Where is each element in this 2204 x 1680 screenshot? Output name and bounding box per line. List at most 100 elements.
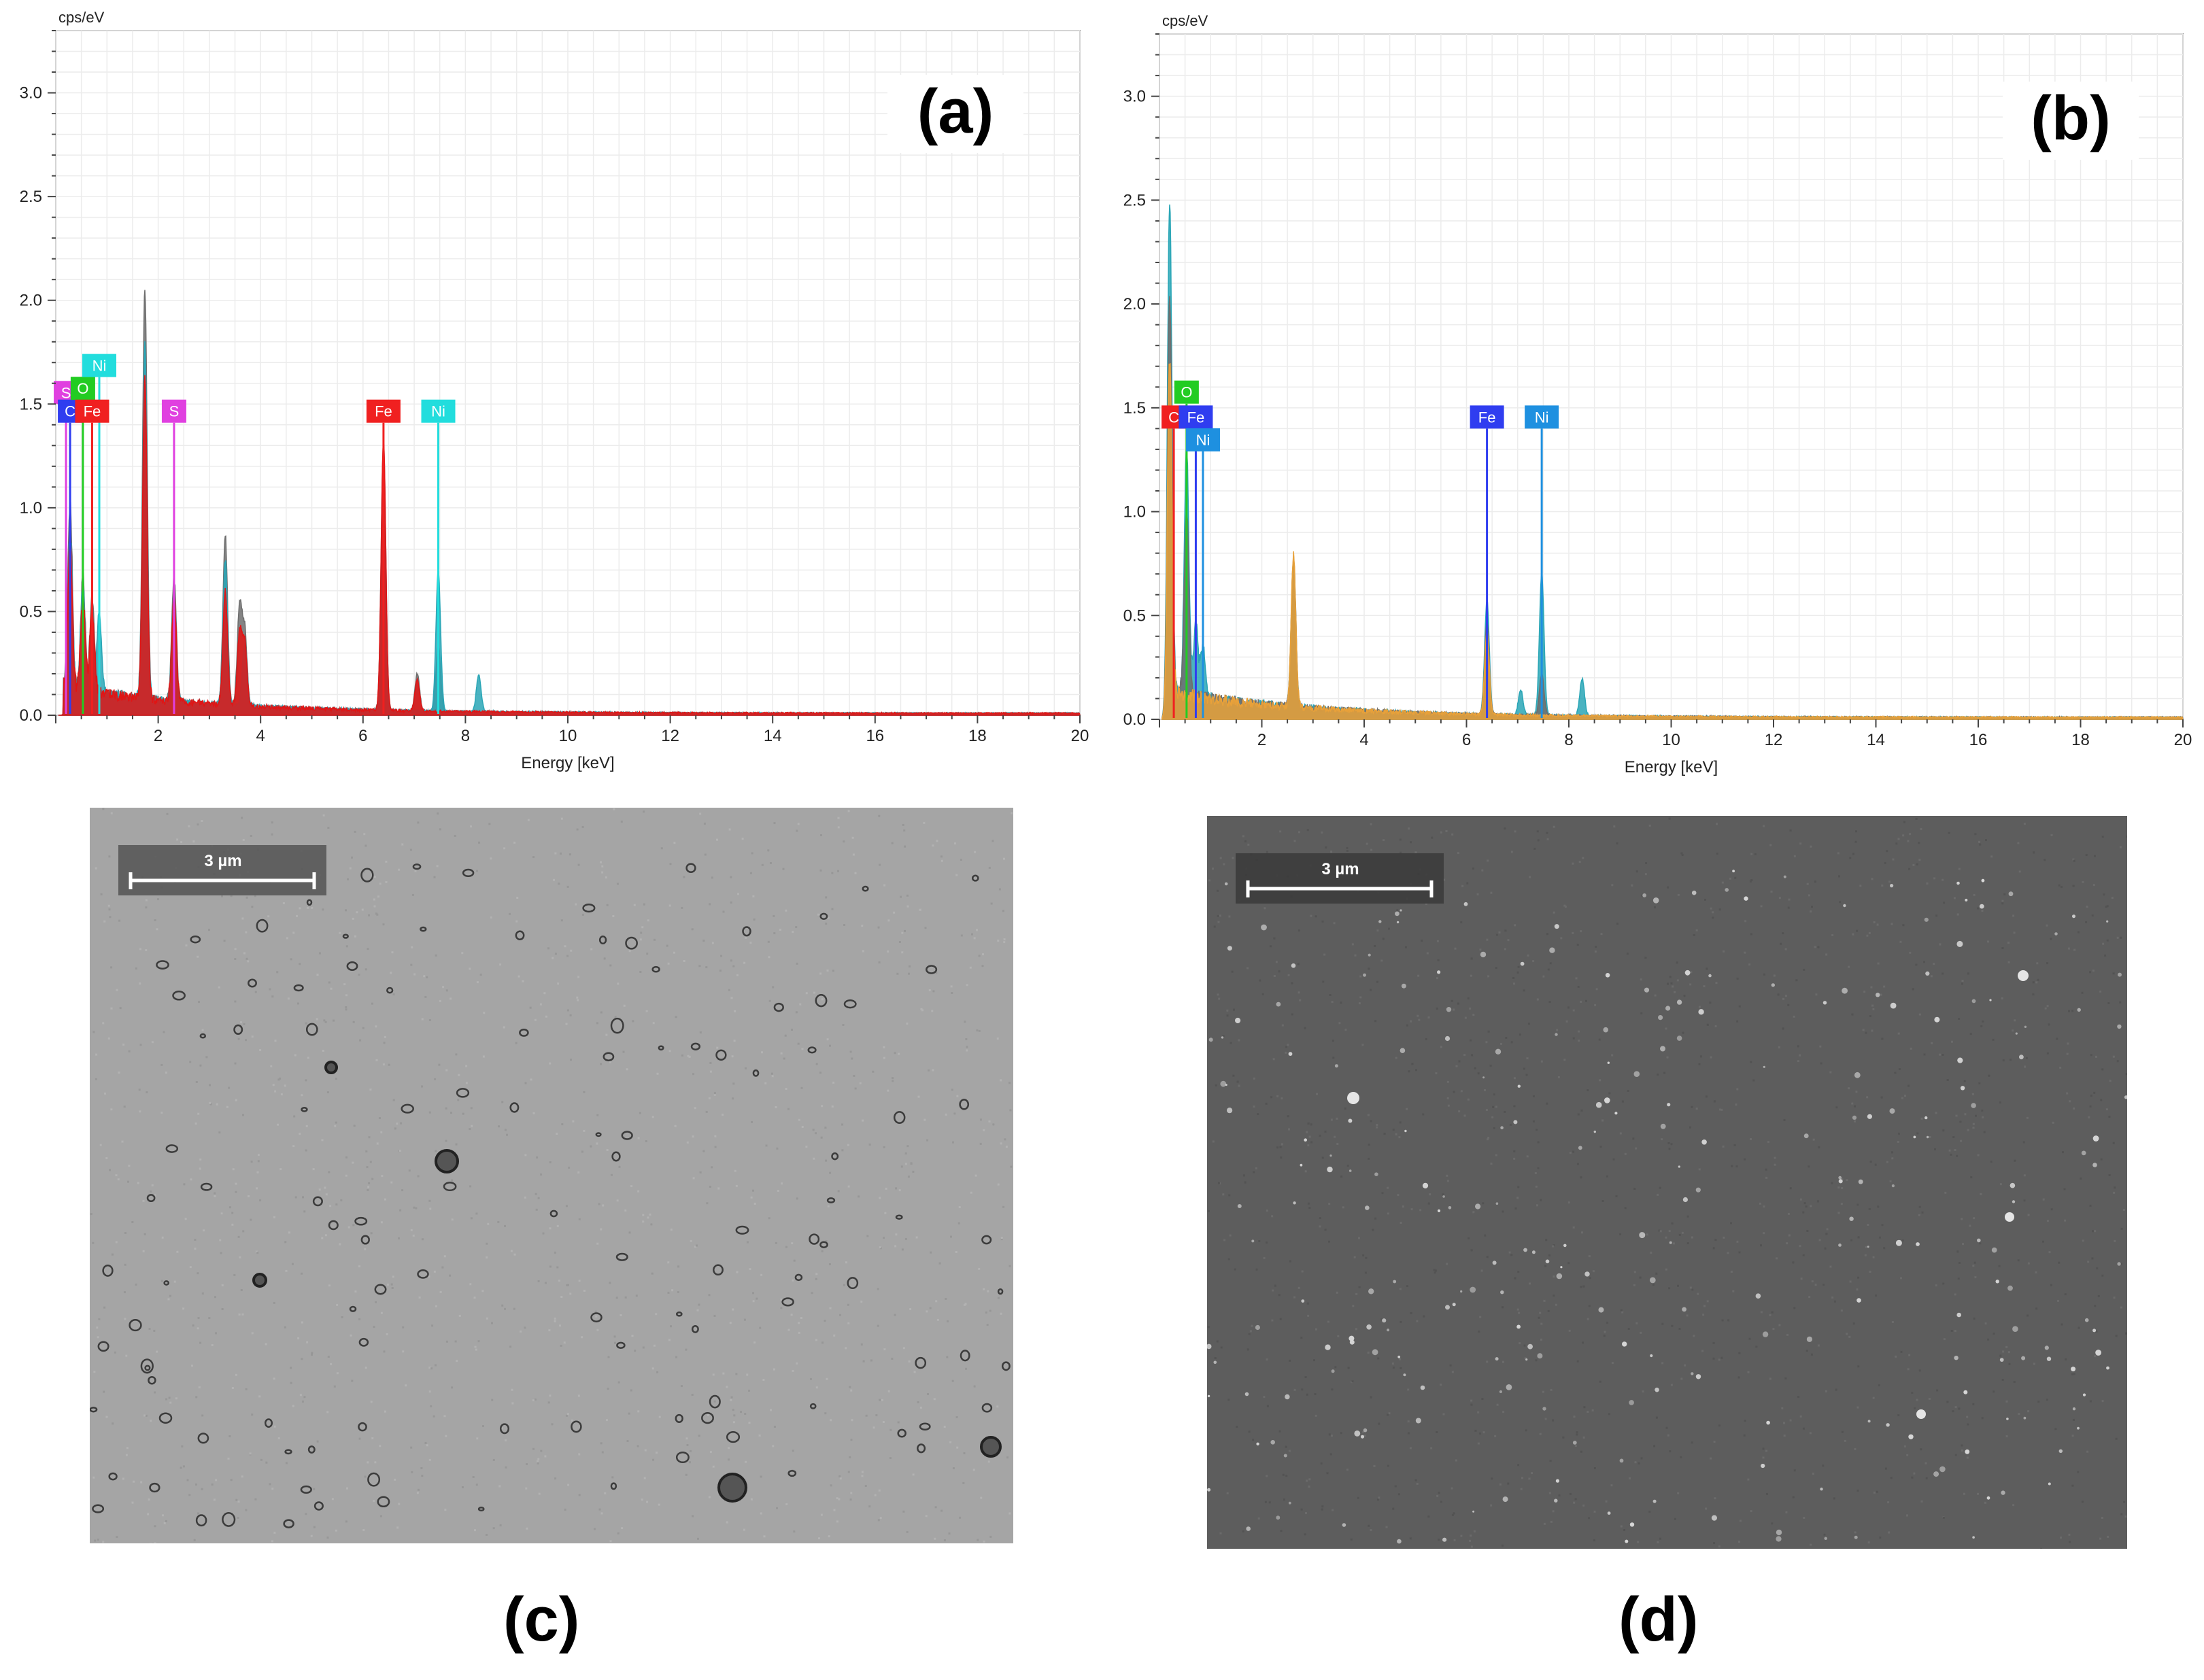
sem-particle bbox=[1363, 973, 1366, 977]
sem-particle bbox=[2044, 1345, 2049, 1350]
sem-particle bbox=[1956, 940, 1963, 947]
panel-label: (b) bbox=[2031, 84, 2110, 153]
sem-particle bbox=[1261, 924, 1267, 931]
sem-particle bbox=[233, 1024, 243, 1035]
sem-particle bbox=[1667, 1103, 1671, 1107]
sem-particle bbox=[1495, 1357, 1499, 1361]
sem-particle bbox=[1400, 1048, 1406, 1053]
y-tick-label: 1.5 bbox=[20, 395, 42, 413]
sem-particle bbox=[456, 1088, 470, 1098]
sem-particle bbox=[819, 912, 828, 920]
sem-particle bbox=[248, 978, 257, 988]
sem-particle bbox=[1655, 1387, 1659, 1392]
sem-particle bbox=[1604, 1097, 1610, 1103]
sem-particle bbox=[1890, 884, 1894, 888]
spectrum-series-red bbox=[58, 375, 1081, 716]
sem-particle bbox=[1665, 1006, 1671, 1011]
sem-particle bbox=[2117, 1024, 2122, 1029]
sem-particle bbox=[1607, 1511, 1611, 1515]
sem-particle bbox=[1854, 1072, 1861, 1078]
sem-particle bbox=[1220, 1080, 1227, 1087]
sem-particle bbox=[603, 1052, 615, 1061]
sem-particle bbox=[1660, 1123, 1666, 1129]
sem-particle bbox=[1669, 1241, 1672, 1244]
sem-particle bbox=[2081, 1150, 2086, 1156]
sem-particle bbox=[1838, 1176, 1842, 1180]
sem-particle bbox=[926, 965, 938, 974]
sem-particle bbox=[981, 1403, 993, 1413]
sem-particle bbox=[715, 1049, 727, 1061]
sem-particle bbox=[519, 1028, 529, 1037]
element-marker-label: Fe bbox=[84, 403, 101, 420]
sem-particle bbox=[1820, 1488, 1823, 1491]
sem-particle bbox=[2015, 1032, 2018, 1035]
sem-particle bbox=[1761, 1463, 1765, 1469]
sem-particle bbox=[611, 1151, 621, 1162]
sem-particle bbox=[1926, 1135, 1929, 1139]
sem-particle bbox=[1366, 1324, 1372, 1330]
sem-particle bbox=[146, 1194, 156, 1203]
sem-particle bbox=[919, 1422, 931, 1431]
sem-particle bbox=[685, 863, 696, 874]
sem-particle bbox=[2021, 1356, 2026, 1360]
y-tick-label: 3.0 bbox=[20, 84, 42, 103]
sem-particle bbox=[1991, 1247, 1997, 1253]
sem-particle bbox=[90, 1407, 98, 1413]
sem-particle bbox=[1531, 1250, 1536, 1254]
y-tick-label: 2.5 bbox=[20, 188, 42, 206]
sem-particle bbox=[443, 1182, 457, 1192]
element-marker-box bbox=[421, 399, 456, 423]
x-tick-label: 18 bbox=[2071, 731, 2090, 749]
y-axis-title: cps/eV bbox=[58, 9, 105, 26]
sem-particle bbox=[1283, 1454, 1287, 1458]
x-axis: 2 4 6 8 10 12 14 16 18 20 Energy [keV] bbox=[1159, 719, 2192, 776]
sem-particle bbox=[1463, 902, 1468, 906]
sem-particle bbox=[1208, 1038, 1213, 1042]
sem-particle bbox=[1614, 1112, 1618, 1115]
sem-particle bbox=[1452, 1303, 1456, 1307]
sem-particle bbox=[1342, 1523, 1346, 1527]
sem-particle bbox=[787, 1469, 797, 1477]
sem-particle bbox=[1725, 888, 1729, 892]
sem-particle-large bbox=[252, 1273, 267, 1288]
sem-particle bbox=[1329, 1154, 1332, 1157]
sem-particle bbox=[1325, 1344, 1331, 1350]
sem-particle bbox=[1691, 890, 1697, 895]
sem-particle-large bbox=[435, 1149, 459, 1173]
sem-particle bbox=[1572, 1441, 1577, 1445]
sem-noise bbox=[90, 808, 1013, 1543]
sem-particle bbox=[807, 1046, 817, 1054]
scale-bar-label: 3 µm bbox=[204, 852, 241, 870]
sem-particle bbox=[1776, 1529, 1782, 1536]
sem-particle bbox=[1695, 1187, 1701, 1193]
sem-particle bbox=[1555, 1033, 1558, 1036]
sem-particle bbox=[1255, 1324, 1260, 1331]
sem-particle bbox=[1300, 1163, 1303, 1167]
sem-particle bbox=[149, 1482, 160, 1493]
sem-particle bbox=[2001, 1490, 2005, 1495]
x-tick-label: 4 bbox=[256, 727, 265, 745]
sem-particle bbox=[301, 1107, 308, 1112]
sem-particle bbox=[2012, 1200, 2016, 1203]
sem-particle bbox=[1400, 909, 1402, 912]
sem-particle bbox=[92, 1504, 105, 1513]
sem-particle bbox=[1495, 1048, 1502, 1055]
sem-particle bbox=[831, 1152, 839, 1161]
element-marker: Ni bbox=[82, 354, 117, 714]
sem-particle bbox=[616, 1341, 626, 1349]
sem-particle bbox=[781, 1297, 794, 1307]
sem-particle bbox=[1732, 870, 1735, 873]
sem-particle bbox=[1625, 1539, 1629, 1543]
sem-particle bbox=[1971, 1103, 1976, 1108]
sem-particle bbox=[200, 1182, 213, 1191]
y-tick-label: 0.0 bbox=[1123, 710, 1146, 729]
sem-particle bbox=[293, 984, 304, 992]
element-marker-box bbox=[75, 399, 109, 423]
sem-particle bbox=[377, 1496, 390, 1508]
element-marker-label: Fe bbox=[1187, 409, 1205, 426]
sem-particle bbox=[2077, 1426, 2080, 1430]
sem-particle bbox=[1698, 1009, 1704, 1015]
sem-particle bbox=[2106, 920, 2109, 923]
sem-particle bbox=[709, 1394, 721, 1409]
sem-particle bbox=[1916, 1242, 1920, 1246]
